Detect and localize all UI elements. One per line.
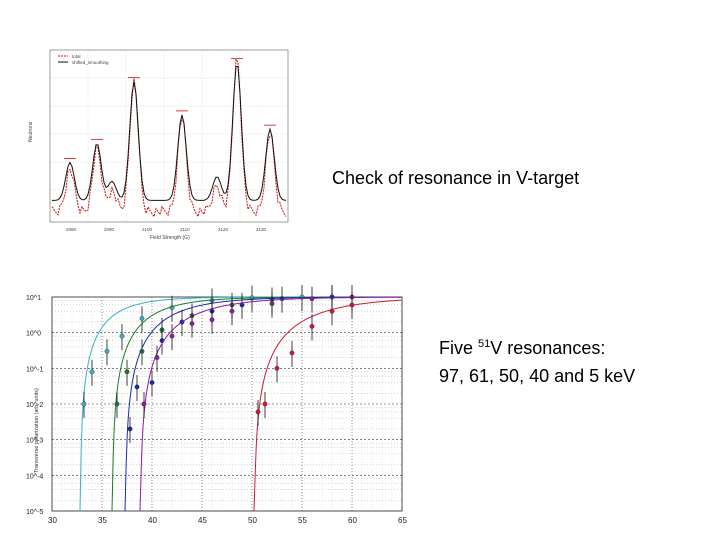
series-smoothed — [52, 65, 287, 201]
plot-frame — [51, 296, 403, 512]
legend-shifted: shifted_smoothing — [72, 60, 109, 65]
caption-energies: 97, 61, 50, 40 and 5 keV — [439, 366, 636, 386]
data-point — [255, 409, 261, 415]
x-tick: 60 — [348, 516, 357, 525]
data-point — [274, 365, 280, 371]
x-tick: 2100 — [142, 227, 153, 232]
x-tick: 35 — [98, 516, 107, 525]
y-axis-label: Neutrons — [28, 121, 34, 142]
data-point — [104, 348, 110, 354]
plot-frame — [49, 49, 289, 223]
x-tick: 65 — [398, 516, 407, 525]
data-point — [141, 401, 147, 407]
data-point — [269, 301, 275, 307]
y-tick: 10^-5 — [26, 509, 43, 516]
y-tick: 10^-3 — [26, 438, 43, 445]
resonance-scan-chart: total shifted_smoothing Neutrons 2080 20… — [28, 49, 289, 241]
fit-curve-4 — [139, 296, 402, 512]
peak-labels — [64, 58, 276, 159]
data-point — [81, 401, 87, 407]
x-tick: 45 — [198, 516, 207, 525]
y-tick: 10^-1 — [26, 366, 43, 373]
y-axis-label: Transverse polarization (arb. units) — [34, 388, 40, 473]
isotope-mass-number: 51 — [478, 338, 491, 350]
resonance-curves-chart: 10^1 10^0 10^-1 10^-2 10^-3 10^-4 10^-5 30 35 40 4… — [26, 285, 407, 525]
data-point — [279, 296, 285, 302]
data-point — [154, 355, 160, 360]
x-tick: 50 — [248, 516, 257, 525]
fit-curve-5 — [253, 299, 402, 512]
data-point — [89, 369, 95, 375]
legend-total: total — [72, 54, 81, 59]
data-point — [149, 380, 155, 385]
data-point — [262, 401, 268, 407]
data-point — [134, 384, 140, 390]
x-tick: 30 — [48, 516, 57, 525]
x-ticks: 2080 2090 2100 2110 2120 2130 — [66, 227, 267, 232]
data-point — [119, 333, 125, 339]
y-tick: 10^1 — [26, 295, 41, 302]
x-tick: 40 — [148, 516, 157, 525]
data-point — [139, 316, 145, 321]
y-tick: 10^0 — [26, 331, 41, 338]
data-point — [169, 333, 175, 339]
x-tick: 55 — [298, 516, 307, 525]
caption-five-suffix: V resonances: — [490, 338, 606, 358]
data-point — [329, 294, 335, 300]
data-point — [229, 308, 235, 314]
x-tick: 2110 — [180, 227, 190, 232]
x-tick: 2090 — [104, 227, 115, 232]
data-point — [124, 369, 130, 375]
data-point — [349, 302, 355, 308]
caption-five-prefix: Five — [439, 338, 479, 358]
series-total — [51, 57, 287, 218]
data-point — [114, 401, 120, 407]
y-tick: 10^-2 — [26, 402, 43, 409]
data-point — [209, 317, 215, 323]
data-point — [127, 426, 133, 432]
x-tick: 2080 — [66, 227, 77, 232]
data-point — [309, 323, 315, 329]
data-point — [189, 321, 195, 326]
x-axis-label: Field Strength (G) — [150, 235, 190, 241]
y-tick: 10^-4 — [26, 473, 43, 480]
x-tick: 2130 — [256, 227, 267, 232]
caption-five-resonances: Five 51V resonances: 97, 61, 50, 40 and … — [439, 330, 635, 390]
caption-check-resonance: Check of resonance in V-target — [332, 168, 580, 188]
data-point — [289, 350, 295, 356]
legend: total shifted_smoothing — [58, 54, 109, 65]
x-tick: 2120 — [218, 227, 229, 232]
data-point — [329, 308, 335, 314]
data-point — [309, 296, 315, 302]
plot-grid — [50, 50, 288, 222]
